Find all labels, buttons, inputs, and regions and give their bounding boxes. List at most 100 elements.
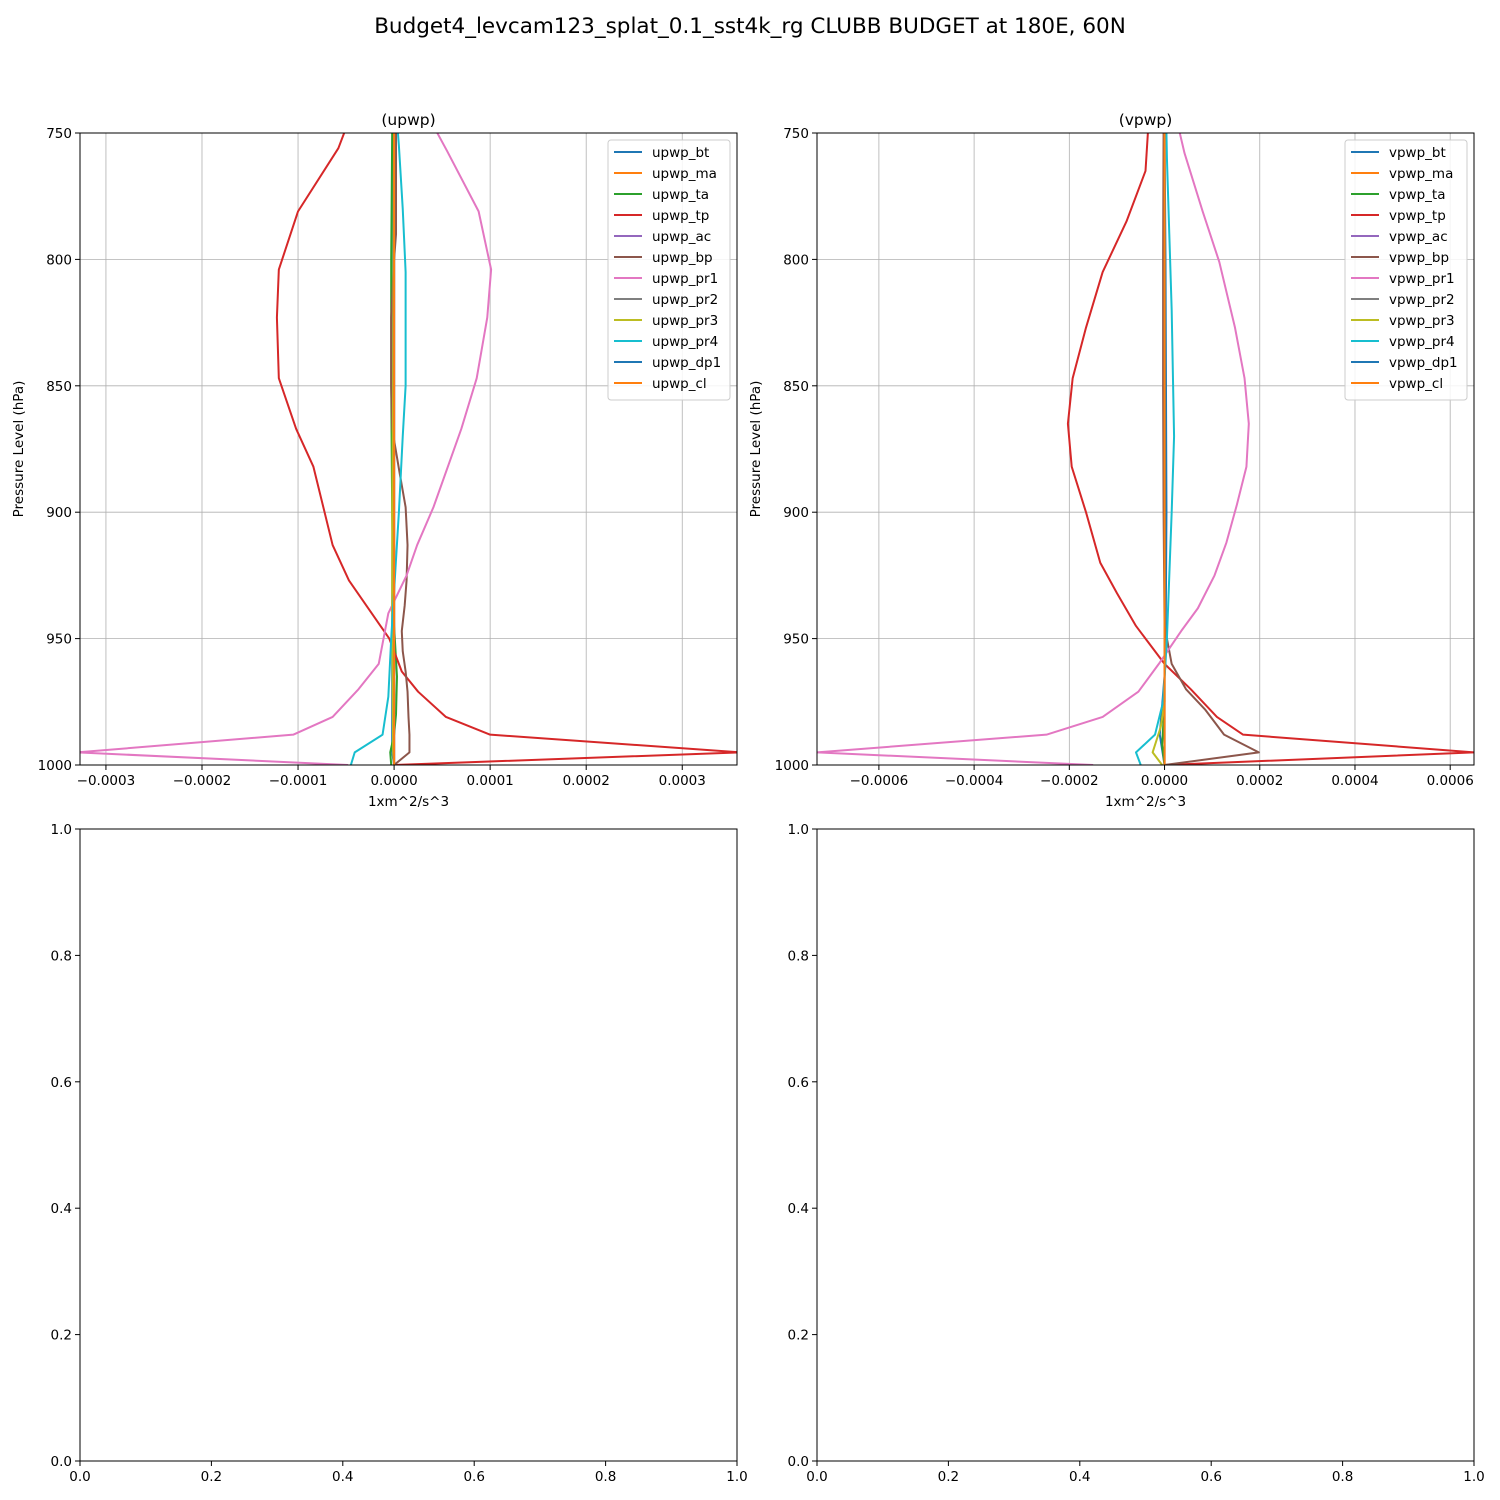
subplot-2: −0.0006 −0.0004 −0.0002 0.0000 0.0002 0.0004 0… [748, 111, 1475, 810]
series-line-upwp_bp [390, 133, 411, 765]
x-tick-label: 0.0001 [467, 773, 514, 789]
series-lines [80, 133, 737, 765]
legend-entry: upwp_bp [652, 250, 713, 266]
x-tick-label: −0.0006 [850, 773, 909, 789]
subplot-1: −0.0003 −0.0002 −0.0001 0.0000 0.0001 0.0002 0… [11, 111, 738, 810]
y-axis-label: Pressure Level (hPa) [748, 381, 764, 518]
series-lines [817, 133, 1474, 765]
axes-frame [816, 132, 1475, 766]
legend: vpwp_bt vpwp_ma vpwp_ta vpwp_tp vpwp_ac vpwp_… [1344, 139, 1468, 401]
x-tick-label: 0.0002 [563, 773, 610, 789]
x-tick-label: 1.0 [726, 1469, 747, 1485]
subplot-3: 0.0 0.2 0.4 0.6 0.8 1.0 0.0 0.2 0.4 0.6 0.8 1.0 [51, 822, 748, 1485]
y-tick-label: 950 [783, 632, 809, 648]
y-tick-label: 1.0 [51, 822, 72, 838]
legend-entry: upwp_bt [652, 145, 709, 161]
series-line-vpwp_bp [1162, 133, 1260, 765]
x-tick-label: 0.0 [806, 1469, 827, 1485]
x-tick-label: 0.0000 [370, 773, 417, 789]
legend-box [1344, 139, 1468, 401]
y-tick-label: 1.0 [788, 822, 809, 838]
legend-entry: vpwp_pr2 [1389, 292, 1455, 308]
x-tick-label: −0.0002 [173, 773, 232, 789]
legend-entry: vpwp_pr1 [1389, 271, 1455, 287]
legend-entry: upwp_pr4 [652, 334, 718, 350]
x-tick-label: 0.0003 [659, 773, 706, 789]
y-tick-label: 850 [783, 379, 809, 395]
x-tick-label: 0.0004 [1331, 773, 1378, 789]
y-tick-label: 900 [783, 505, 809, 521]
series-line-upwp_tp [275, 133, 737, 765]
x-tick-label: −0.0002 [1040, 773, 1099, 789]
y-tick-label: 0.8 [788, 948, 809, 964]
x-tick-label: 0.2 [938, 1469, 959, 1485]
y-tick-label: 0.2 [51, 1328, 72, 1344]
legend-entry: upwp_pr2 [652, 292, 718, 308]
y-tick-label: 750 [783, 126, 809, 142]
x-tick-label: 0.2 [201, 1469, 222, 1485]
legend-entry: vpwp_ma [1389, 166, 1453, 182]
series-line-vpwp_pr4 [1134, 133, 1176, 765]
x-tick-label: 0.8 [1332, 1469, 1353, 1485]
y-tick-label: 1000 [38, 758, 72, 774]
x-tick-label: 0.0006 [1427, 773, 1474, 789]
x-tick-label: 0.0000 [1141, 773, 1188, 789]
axes-frame [816, 828, 1475, 1462]
series-line-upwp_pr1 [80, 133, 493, 765]
series-line-vpwp_tp [1066, 133, 1474, 765]
x-tick-label: 1.0 [1463, 1469, 1484, 1485]
subplot-4: 0.0 0.2 0.4 0.6 0.8 1.0 0.0 0.2 0.4 0.6 0.8 1.0 [788, 822, 1485, 1485]
x-tick-label: 0.4 [332, 1469, 353, 1485]
x-tick-label: 0.6 [463, 1469, 484, 1485]
y-tick-label: 800 [46, 252, 72, 268]
legend: upwp_bt upwp_ma upwp_ta upwp_tp upwp_ac upwp_… [607, 139, 731, 401]
y-tick-label: 0.2 [788, 1328, 809, 1344]
legend-entry: upwp_ta [652, 187, 709, 203]
legend-entry: vpwp_pr4 [1389, 334, 1455, 350]
y-tick-label: 0.8 [51, 948, 72, 964]
series-line-vpwp_pr1 [817, 133, 1250, 765]
legend-entry: upwp_ac [652, 229, 711, 245]
legend-box [607, 139, 731, 401]
x-tick-label: 0.8 [595, 1469, 616, 1485]
y-axis-label: Pressure Level (hPa) [11, 381, 27, 518]
y-tick-label: 0.0 [51, 1454, 72, 1470]
y-tick-label: 750 [46, 126, 72, 142]
x-tick-label: 0.6 [1200, 1469, 1221, 1485]
y-tick-label: 0.4 [788, 1201, 809, 1217]
y-tick-label: 0.6 [51, 1075, 72, 1091]
legend-entry: vpwp_ta [1389, 187, 1446, 203]
legend-entry: vpwp_dp1 [1389, 355, 1458, 371]
x-tick-label: 0.0002 [1236, 773, 1283, 789]
x-tick-label: −0.0001 [269, 773, 328, 789]
legend-entry: upwp_tp [652, 208, 709, 224]
figure-title: Budget4_levcam123_splat_0.1_sst4k_rg CLU… [374, 14, 1126, 39]
y-tick-label: 0.4 [51, 1201, 72, 1217]
y-tick-label: 0.6 [788, 1075, 809, 1091]
legend-entry: vpwp_bt [1389, 145, 1446, 161]
x-tick-label: 0.4 [1069, 1469, 1090, 1485]
y-tick-label: 0.0 [788, 1454, 809, 1470]
legend-entry: upwp_cl [652, 376, 707, 392]
x-axis-label: 1xm^2/s^3 [368, 794, 449, 810]
subplot-title: (vpwp) [1119, 111, 1173, 129]
legend-entry: upwp_dp1 [652, 355, 721, 371]
x-tick-label: −0.0003 [77, 773, 136, 789]
legend-entry: upwp_ma [652, 166, 717, 182]
x-tick-label: 0.0 [69, 1469, 90, 1485]
x-tick-label: −0.0004 [945, 773, 1004, 789]
x-axis-label: 1xm^2/s^3 [1105, 794, 1186, 810]
y-tick-label: 900 [46, 505, 72, 521]
y-tick-label: 800 [783, 252, 809, 268]
legend-entry: upwp_pr1 [652, 271, 718, 287]
axes-frame [79, 132, 738, 766]
subplot-title: (upwp) [381, 111, 435, 129]
legend-entry: vpwp_pr3 [1389, 313, 1455, 329]
legend-entry: vpwp_ac [1389, 229, 1448, 245]
series-line-upwp_pr4 [349, 133, 407, 765]
y-tick-label: 850 [46, 379, 72, 395]
y-tick-label: 1000 [775, 758, 809, 774]
legend-entry: upwp_pr3 [652, 313, 718, 329]
legend-entry: vpwp_tp [1389, 208, 1446, 224]
